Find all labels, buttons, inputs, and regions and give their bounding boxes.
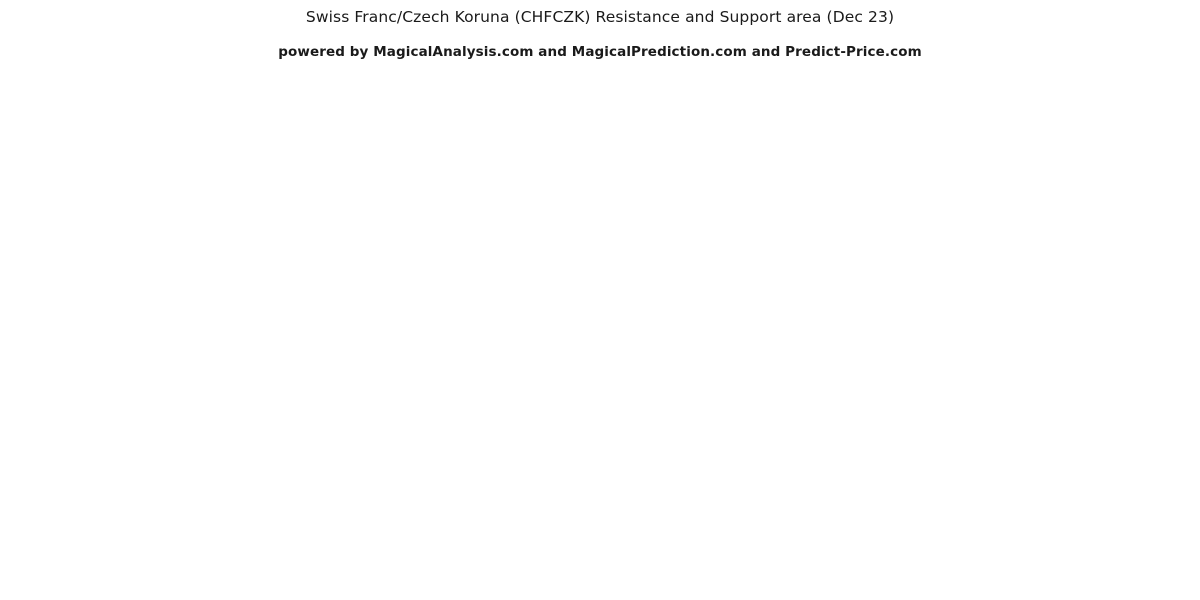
page-title: Swiss Franc/Czech Koruna (CHFCZK) Resist… <box>305 8 895 26</box>
upper-chart <box>0 66 1200 320</box>
lower-chart <box>0 326 1200 600</box>
page-subtitle: powered by MagicalAnalysis.com and Magic… <box>278 44 922 60</box>
